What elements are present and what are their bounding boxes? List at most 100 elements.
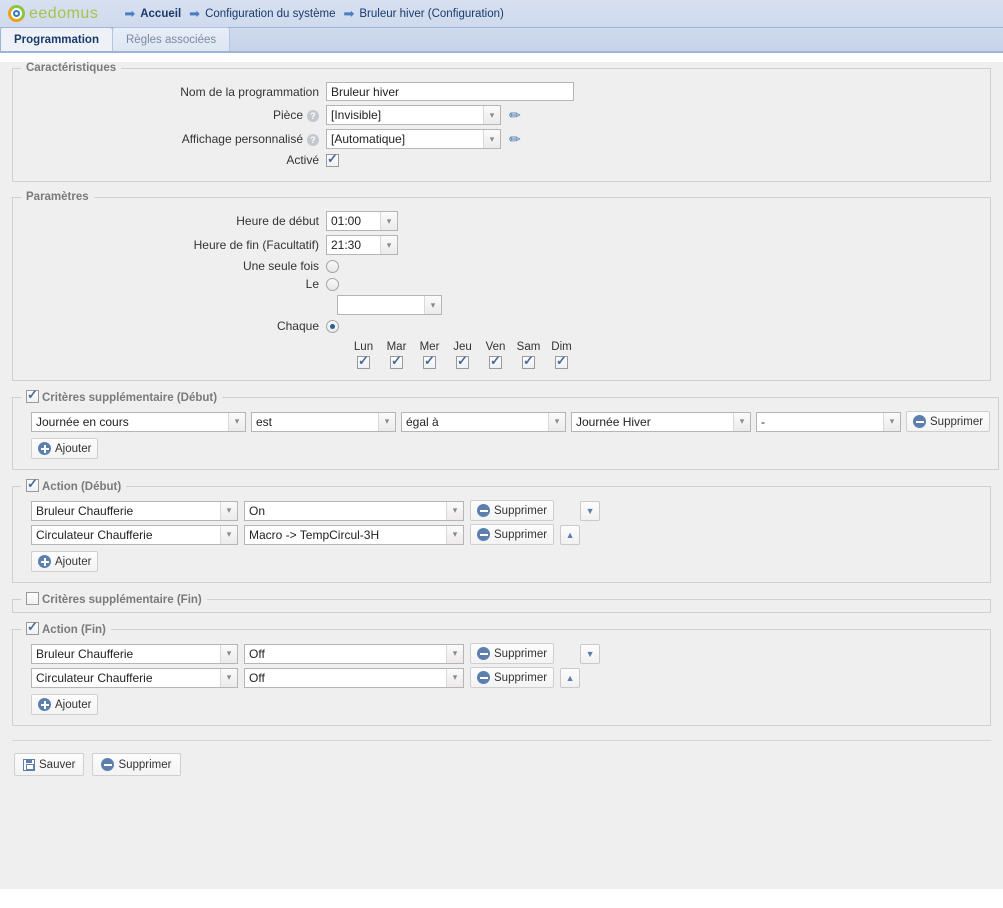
- action-move-down-button[interactable]: ▼: [580, 500, 601, 521]
- nom-programmation-input[interactable]: [326, 82, 574, 101]
- minus-circle-icon: [101, 758, 115, 771]
- label-piece: Pièce?: [21, 108, 326, 122]
- heure-debut-select[interactable]: 01:00 ▾: [326, 211, 398, 231]
- arrow-right-icon: ➡: [189, 6, 201, 21]
- section-caracteristiques: Caractéristiques Nom de la programmation…: [12, 62, 991, 182]
- chaque-radio[interactable]: [326, 319, 339, 333]
- action-value-select[interactable]: Macro -> TempCircul-3H ▾: [244, 524, 464, 545]
- action-value-select[interactable]: Off ▾: [244, 667, 464, 688]
- action-move-up-button[interactable]: ▲: [560, 524, 581, 545]
- minus-circle-icon: [477, 504, 490, 517]
- chevron-down-icon: ▾: [220, 501, 237, 520]
- action-device-select[interactable]: Bruleur Chaufferie ▾: [31, 643, 238, 664]
- breadcrumb-item-accueil[interactable]: Accueil: [140, 7, 182, 20]
- weekday-ven: Ven: [479, 341, 512, 370]
- help-question-icon[interactable]: ?: [307, 110, 319, 122]
- action-delete-button[interactable]: Supprimer: [470, 524, 555, 545]
- chevron-down-icon: ▾: [733, 412, 750, 431]
- chevron-down-icon: ▾: [446, 525, 463, 544]
- action-delete-button[interactable]: Supprimer: [470, 667, 555, 688]
- action-delete-button[interactable]: Supprimer: [470, 500, 555, 521]
- criteria-value-select[interactable]: Journée Hiver ▾: [571, 411, 751, 432]
- section-caracteristiques-legend: Caractéristiques: [26, 62, 117, 74]
- action-value-select[interactable]: On ▾: [244, 500, 464, 521]
- field-une-seule-fois: Une seule fois: [21, 259, 982, 273]
- action-debut-checkbox[interactable]: [26, 476, 39, 492]
- tab-programmation[interactable]: Programmation: [0, 27, 113, 51]
- weekday-label: Jeu: [453, 341, 472, 353]
- affichage-select-value: [Automatique]: [331, 132, 406, 146]
- active-checkbox[interactable]: [326, 151, 339, 167]
- action-delete-button[interactable]: Supprimer: [470, 643, 555, 664]
- breadcrumb-item-configuration[interactable]: Configuration du système: [205, 7, 336, 20]
- heure-fin-select[interactable]: 21:30 ▾: [326, 235, 398, 255]
- section-action-debut: Action (Début) Bruleur Chaufferie ▾ On ▾…: [12, 476, 991, 583]
- weekday-checkbox[interactable]: [357, 353, 370, 369]
- une-seule-fois-radio[interactable]: [326, 259, 339, 273]
- action-value-select[interactable]: Off ▾: [244, 643, 464, 664]
- weekday-checkbox[interactable]: [390, 353, 403, 369]
- weekday-checkbox[interactable]: [555, 353, 568, 369]
- label-active: Activé: [286, 153, 319, 167]
- pencil-icon[interactable]: ✏: [509, 107, 521, 123]
- tab-regles-associees[interactable]: Règles associées: [112, 27, 231, 51]
- weekday-label: Dim: [551, 341, 572, 353]
- chevron-down-icon: ▾: [378, 412, 395, 431]
- criteria-delete-button[interactable]: Supprimer: [906, 411, 991, 432]
- piece-select[interactable]: [Invisible] ▾: [326, 105, 501, 125]
- action-fin-checkbox[interactable]: [26, 619, 39, 635]
- chevron-down-icon: ▾: [228, 412, 245, 431]
- chevron-down-icon: ▾: [548, 412, 565, 431]
- criteres-debut-add-label: Ajouter: [55, 442, 92, 455]
- criteria-operator-select[interactable]: égal à ▾: [401, 411, 566, 432]
- pencil-icon[interactable]: ✏: [509, 131, 521, 147]
- action-row: Circulateur Chaufferie ▾ Off ▾ Supprimer…: [31, 667, 982, 688]
- field-piece: Pièce? [Invisible] ▾ ✏: [21, 105, 982, 125]
- delete-button[interactable]: Supprimer: [92, 753, 181, 776]
- criteres-fin-checkbox[interactable]: [26, 592, 39, 605]
- field-le-date: ▾: [21, 295, 982, 315]
- arrow-right-icon: ➡: [124, 6, 136, 21]
- field-affichage-personnalise: Affichage personnalisé? [Automatique] ▾ …: [21, 129, 982, 149]
- action-device-select[interactable]: Bruleur Chaufferie ▾: [31, 500, 238, 521]
- breadcrumb-item-current[interactable]: Bruleur hiver (Configuration): [359, 7, 504, 20]
- chevron-down-icon: ▾: [220, 525, 237, 544]
- minus-circle-icon: [477, 647, 490, 660]
- criteres-fin-legend-text: Critères supplémentaire (Fin): [42, 594, 202, 606]
- minus-circle-icon: [477, 528, 490, 541]
- chevron-down-icon: ▾: [446, 501, 463, 520]
- action-delete-label: Supprimer: [494, 504, 548, 517]
- criteres-debut-add-button[interactable]: Ajouter: [31, 438, 99, 459]
- action-device-value: Bruleur Chaufferie: [36, 503, 134, 518]
- chevron-down-icon: ▾: [380, 236, 397, 254]
- weekday-lun: Lun: [347, 341, 380, 370]
- weekday-checkbox[interactable]: [489, 353, 502, 369]
- minus-circle-icon: [477, 671, 490, 684]
- app-header: eedomus ➡ Accueil ➡ Configuration du sys…: [0, 0, 1003, 28]
- action-value-value: Off: [249, 646, 265, 661]
- action-move-up-button[interactable]: ▲: [560, 667, 581, 688]
- affichage-select[interactable]: [Automatique] ▾: [326, 129, 501, 149]
- le-radio[interactable]: [326, 277, 339, 291]
- action-device-select[interactable]: Circulateur Chaufferie ▾: [31, 524, 238, 545]
- action-fin-add-button[interactable]: Ajouter: [31, 694, 99, 715]
- action-move-down-button[interactable]: ▼: [580, 643, 601, 664]
- action-device-select[interactable]: Circulateur Chaufferie ▾: [31, 667, 238, 688]
- criteres-debut-checkbox[interactable]: [26, 387, 39, 403]
- brand-logo[interactable]: eedomus: [8, 5, 98, 23]
- section-action-debut-legend: Action (Début): [21, 476, 126, 493]
- section-parametres-legend: Paramètres: [26, 191, 89, 203]
- weekday-checkbox[interactable]: [456, 353, 469, 369]
- help-question-icon[interactable]: ?: [307, 134, 319, 146]
- criteria-source-select[interactable]: Journée en cours ▾: [31, 411, 246, 432]
- weekday-jeu: Jeu: [446, 341, 479, 370]
- weekday-checkbox[interactable]: [522, 353, 535, 369]
- chevron-down-icon: ▾: [380, 212, 397, 230]
- action-debut-add-button[interactable]: Ajouter: [31, 551, 99, 572]
- criteria-verb-select[interactable]: est ▾: [251, 411, 396, 432]
- weekday-checkbox[interactable]: [423, 353, 436, 369]
- le-date-select[interactable]: ▾: [337, 295, 442, 315]
- criteria-extra-select[interactable]: - ▾: [756, 411, 901, 432]
- action-value-value: On: [249, 503, 266, 518]
- save-button[interactable]: Sauver: [14, 753, 85, 776]
